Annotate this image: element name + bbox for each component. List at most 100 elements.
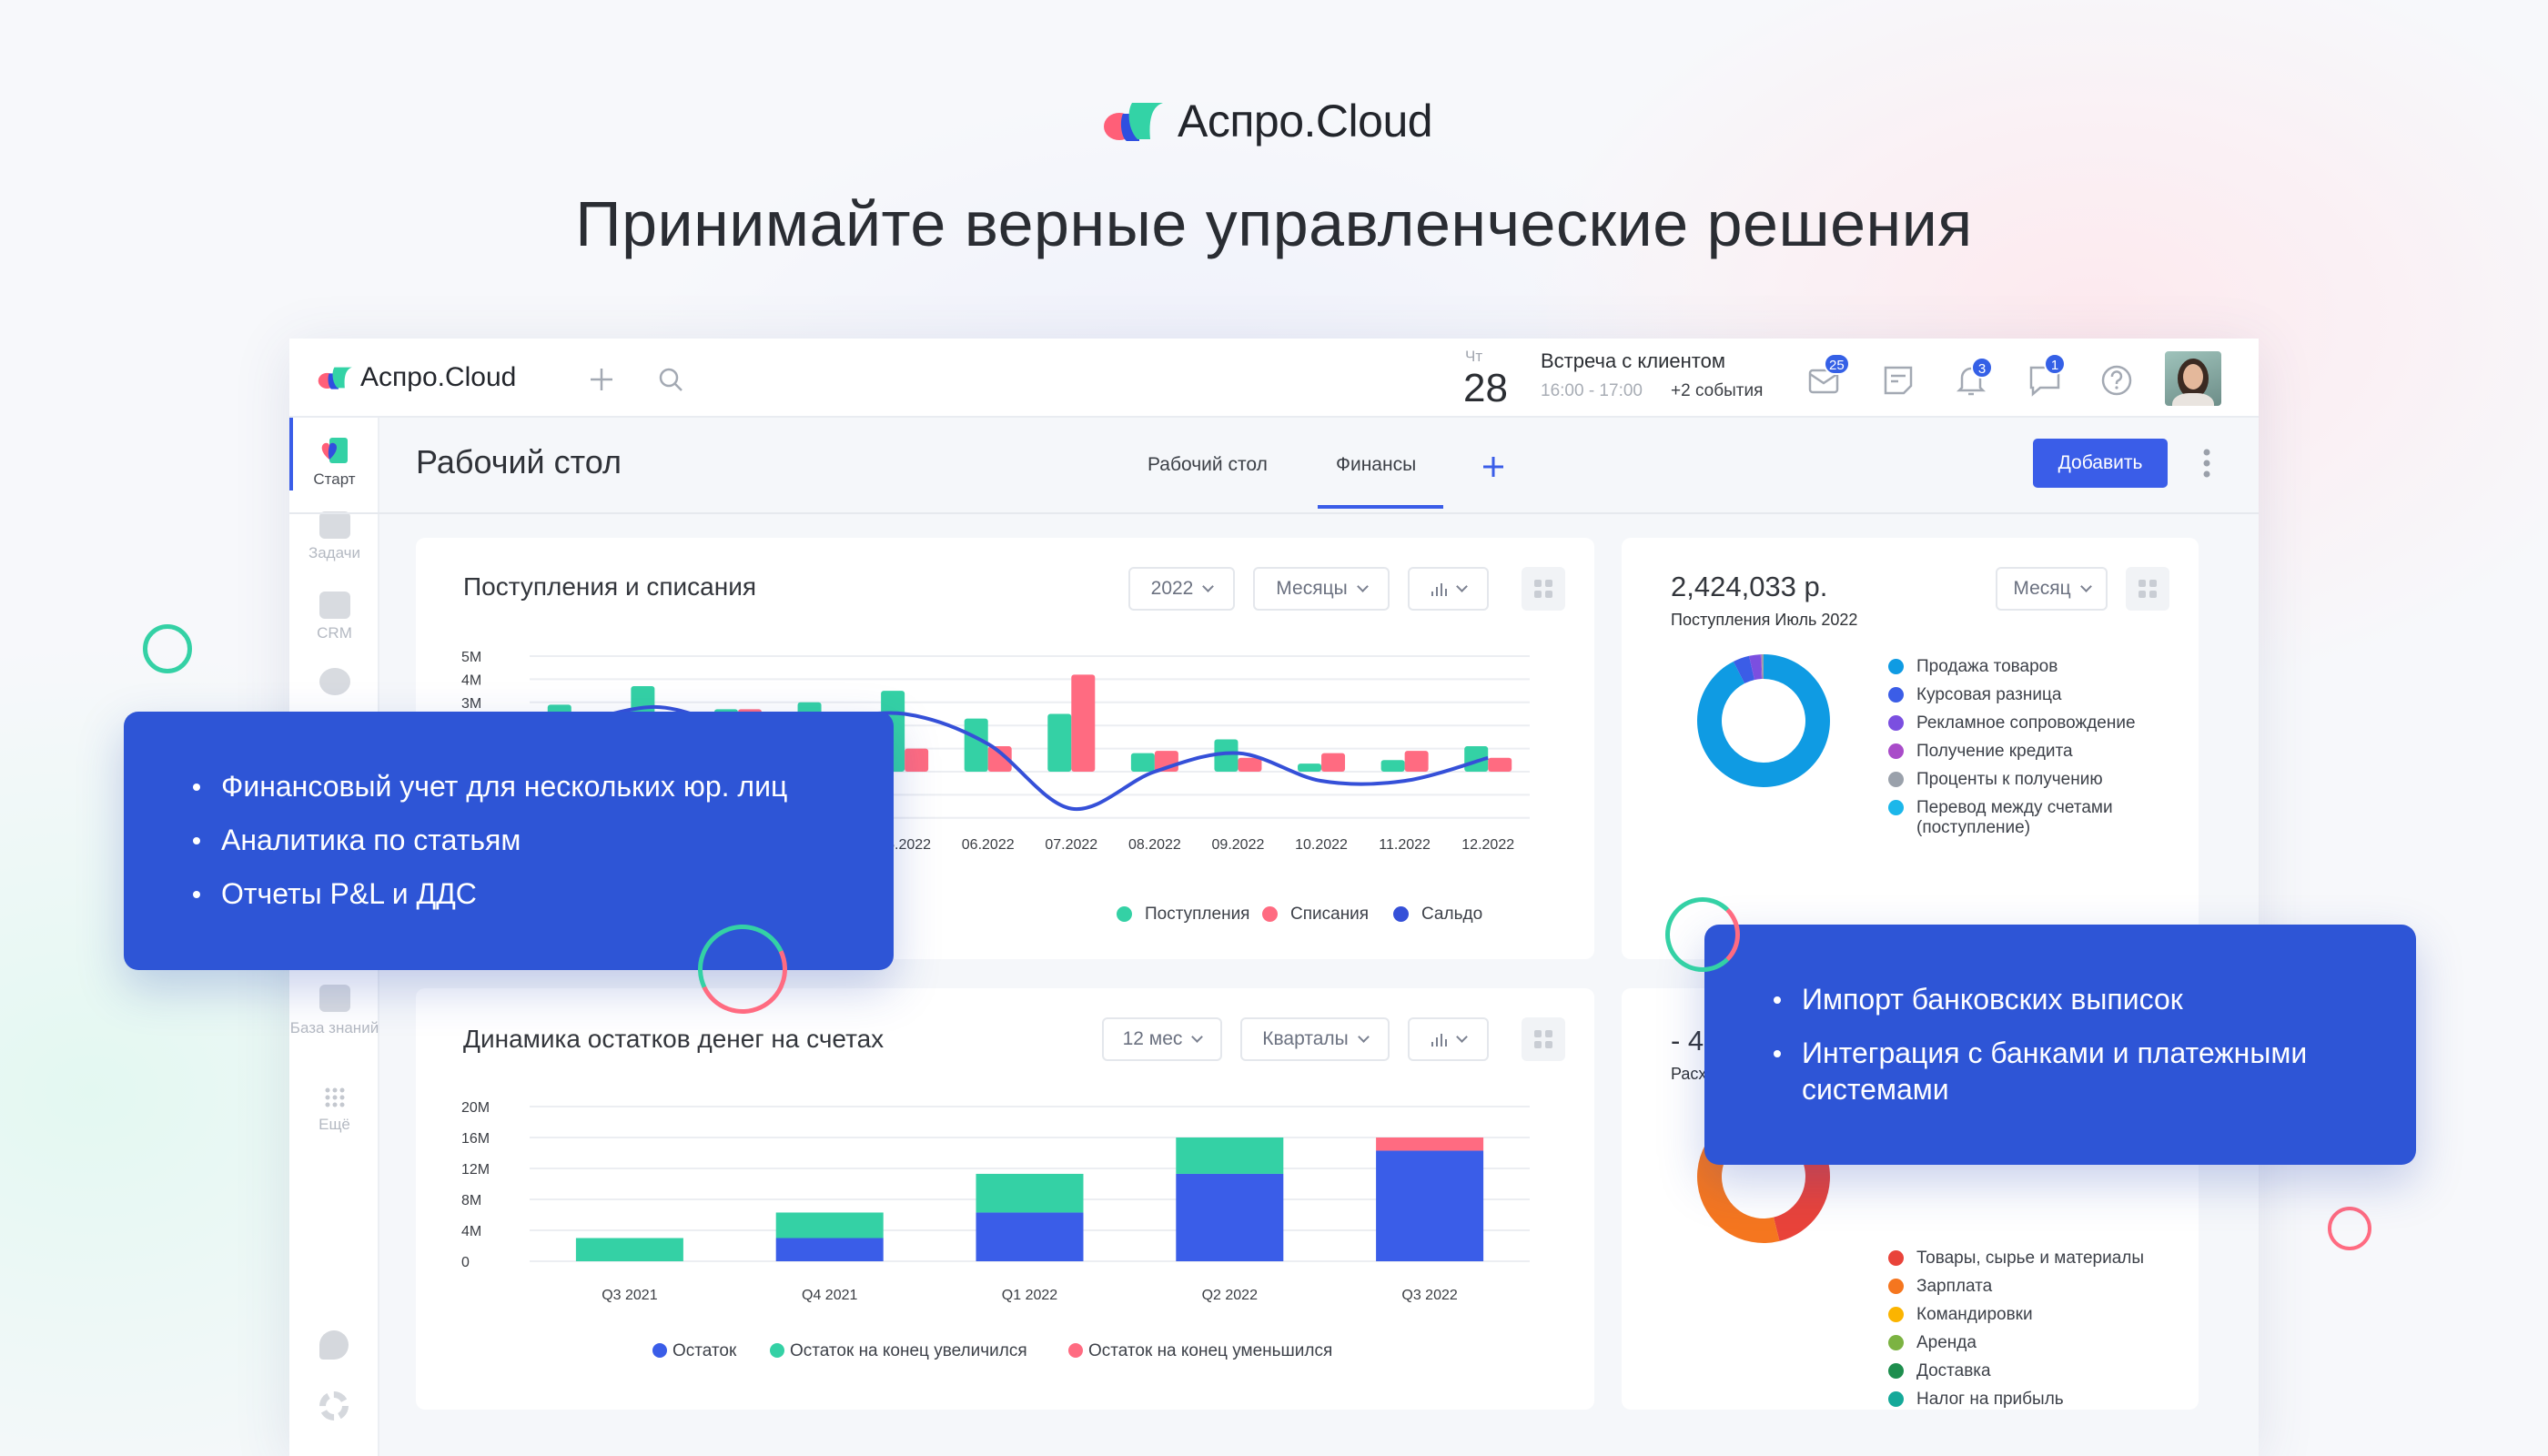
sidebar-item-start[interactable]: Старт: [289, 436, 379, 489]
feature-item: Импорт банковских выписок: [1774, 981, 2380, 1017]
income-bar: [964, 718, 988, 772]
add-button[interactable]: Добавить: [2033, 439, 2168, 488]
x-tick-label: 10.2022: [1295, 837, 1348, 853]
hero-logo: Аспро.Cloud: [1101, 95, 1433, 147]
expense-bar: [1238, 757, 1262, 772]
income-bar: [1214, 739, 1239, 772]
legend-item: Товары, сырье и материалы: [1888, 1249, 2179, 1269]
y-tick-label: 12M: [461, 1162, 490, 1178]
kebab-menu-icon[interactable]: [2200, 448, 2213, 479]
notifications-button[interactable]: 3: [1955, 357, 1993, 401]
help-icon[interactable]: [2100, 364, 2133, 397]
hero-brand: Аспро.Cloud: [1178, 96, 1433, 147]
legend-label: Товары, сырье и материалы: [1916, 1249, 2145, 1268]
card-income-breakdown: 2,424,033 р. Поступления Июль 2022 Месяц…: [1622, 538, 2199, 959]
event-time: 16:00 - 17:00: [1541, 381, 1643, 400]
chart-type-dropdown[interactable]: [1408, 1017, 1489, 1061]
stacked-bar-segment: [775, 1212, 884, 1239]
legend-item: Получение кредита: [1888, 742, 2179, 762]
feature-item: Интеграция с банками и платежными систем…: [1774, 1035, 2380, 1107]
card-title: Поступления и списания: [463, 572, 757, 601]
legend-item: Зарплата: [1888, 1277, 2179, 1297]
legend-income: Поступления: [1117, 905, 1249, 925]
bar-chart-icon: [1431, 1034, 1447, 1046]
stacked-bar-segment: [1176, 1138, 1284, 1174]
app-logo[interactable]: Аспро.Cloud: [317, 362, 516, 393]
dropdown-value: Месяц: [2013, 578, 2071, 599]
legend-label: Доставка: [1916, 1361, 1991, 1380]
legend-dot: [1262, 906, 1278, 922]
legend-label: Остаток: [672, 1341, 737, 1360]
x-tick-label: 12.2022: [1461, 837, 1514, 853]
period-dropdown[interactable]: Месяцы: [1253, 567, 1390, 611]
drag-handle-button[interactable]: [1522, 567, 1565, 611]
chat-bubble-icon: [318, 668, 350, 695]
month-dropdown[interactable]: Месяц: [1996, 567, 2108, 611]
settings-gear-icon[interactable]: [319, 1391, 349, 1421]
year-dropdown[interactable]: 2022: [1128, 567, 1235, 611]
legend-balance: Сальдо: [1393, 905, 1482, 925]
dropdown-value: Кварталы: [1262, 1028, 1349, 1049]
drag-handle-button[interactable]: [1522, 1017, 1565, 1061]
add-tab-icon[interactable]: [1481, 455, 1505, 479]
legend-label: Командировки: [1916, 1305, 2033, 1324]
x-tick-label: Q2 2022: [1202, 1288, 1258, 1303]
chart-type-dropdown[interactable]: [1408, 567, 1489, 611]
integrations-icon[interactable]: [319, 1330, 349, 1360]
stacked-bar-segment: [575, 1238, 683, 1261]
income-amount: 2,424,033 р.: [1671, 571, 1828, 602]
sidebar-item-knowledge[interactable]: База знаний: [289, 985, 379, 1039]
day-of-week: Чт: [1465, 348, 1483, 365]
grid-dots-icon: [325, 1087, 344, 1107]
task-check-icon: [318, 511, 350, 539]
stacked-bar-segment: [1376, 1150, 1484, 1261]
x-tick-label: 08.2022: [1128, 837, 1181, 853]
expense-bar: [987, 746, 1012, 772]
tabs-divider: [289, 512, 2259, 514]
legend-dot: [1888, 687, 1904, 703]
sidebar-item-crm[interactable]: CRM: [289, 592, 379, 642]
card-title: Динамика остатков денег на счетах: [463, 1025, 885, 1053]
plus-icon[interactable]: [588, 366, 615, 393]
y-tick-label: 16M: [461, 1131, 490, 1147]
stacked-bar-segment: [976, 1212, 1084, 1261]
donut-slice: [1761, 654, 1764, 680]
event-title[interactable]: Встреча с клиентом: [1541, 349, 1725, 372]
x-tick-label: 11.2022: [1379, 837, 1431, 853]
sidebar-item-label: База знаний: [289, 1019, 379, 1036]
search-icon[interactable]: [657, 366, 684, 393]
notes-icon[interactable]: [1882, 364, 1915, 397]
app-brand: Аспро.Cloud: [360, 362, 517, 392]
event-more[interactable]: +2 события: [1671, 381, 1764, 400]
income-subtitle: Поступления Июль 2022: [1671, 611, 1858, 629]
income-bar: [1130, 753, 1155, 772]
mail-badge: 25: [1824, 353, 1850, 375]
legend-dot: [1117, 906, 1132, 922]
y-tick-label: 8M: [461, 1193, 481, 1208]
sidebar-item-hidden[interactable]: [289, 668, 379, 701]
mail-icon: [1808, 369, 1839, 394]
range-dropdown[interactable]: 12 мес: [1102, 1017, 1222, 1061]
drag-handle-button[interactable]: [2126, 567, 2169, 611]
legend-item: Командировки: [1888, 1305, 2179, 1325]
income-bar: [1464, 746, 1489, 772]
expense-bar: [1488, 757, 1512, 772]
income-donut-chart: [1697, 654, 1830, 787]
tab-finance[interactable]: Финансы: [1336, 454, 1417, 475]
deco-ring: [2328, 1207, 2371, 1250]
legend-dot: [1888, 1279, 1904, 1294]
legend-item: Курсовая разница: [1888, 685, 2179, 705]
bell-badge: 3: [1971, 357, 1993, 379]
x-tick-label: 06.2022: [962, 837, 1015, 853]
mail-button[interactable]: 25: [1807, 353, 1850, 399]
sidebar-item-more[interactable]: Ещё: [289, 1087, 379, 1134]
period-dropdown[interactable]: Кварталы: [1240, 1017, 1390, 1061]
top-bar: Аспро.Cloud Чт 28 Встреча с клиентом 16:…: [289, 339, 2259, 418]
avatar[interactable]: [2165, 351, 2221, 406]
expense-amount: - 4: [1671, 1025, 1704, 1057]
headline: Принимайте верные управленческие решения: [575, 188, 1973, 259]
y-tick-label: 0: [461, 1255, 470, 1270]
sidebar-item-tasks[interactable]: Задачи: [289, 511, 379, 562]
chat-button[interactable]: 1: [2027, 353, 2066, 401]
tab-desktop[interactable]: Рабочий стол: [1148, 454, 1268, 475]
